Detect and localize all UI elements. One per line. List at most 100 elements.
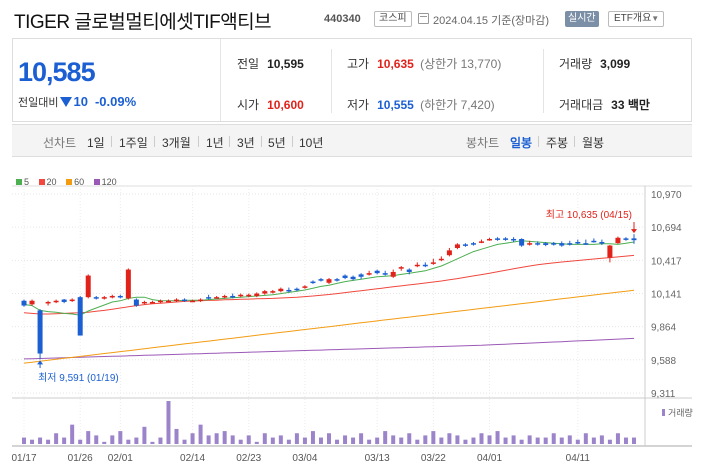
period-1y[interactable]: 1년 <box>206 136 224 150</box>
period-1d[interactable]: 1일 <box>87 136 105 150</box>
period-10y[interactable]: 10년 <box>299 136 324 150</box>
candle-body <box>374 270 380 274</box>
x-tick-label: 04/11 <box>566 453 591 464</box>
volume-bar <box>118 431 123 444</box>
candle-body <box>85 275 91 298</box>
x-tick-label: 03/22 <box>421 453 446 464</box>
x-tick-label: 03/04 <box>292 453 317 464</box>
candle-body <box>591 240 597 243</box>
candle <box>607 244 613 263</box>
volume-bar <box>327 433 331 444</box>
etf-overview-button[interactable]: ETF개요▼ <box>608 11 665 27</box>
candle <box>286 287 292 293</box>
chevron-down-icon: ▼ <box>651 14 660 23</box>
period-monthly[interactable]: 월봉 <box>582 136 605 150</box>
volume-bar <box>343 435 348 444</box>
candle <box>85 274 91 299</box>
candle <box>350 275 356 281</box>
candle-body <box>454 244 460 248</box>
candle-body <box>125 269 131 299</box>
period-weekly[interactable]: 주봉 <box>546 136 569 150</box>
candle-body <box>543 243 549 245</box>
volume-bar <box>471 437 476 444</box>
candle-body <box>133 299 139 306</box>
candle-body <box>165 300 171 303</box>
candle-body <box>37 310 43 354</box>
x-tick-label: 01/17 <box>11 453 36 464</box>
current-price: 10,585 <box>18 57 96 87</box>
realtime-button[interactable]: 실시간 <box>565 11 599 27</box>
volume-bar <box>591 437 596 444</box>
candle <box>190 299 196 303</box>
candle <box>334 277 340 282</box>
candle <box>21 299 27 307</box>
y-tick-label: 10,694 <box>651 223 682 234</box>
volume-bar <box>134 437 139 444</box>
candle <box>495 237 501 241</box>
candle <box>623 237 629 241</box>
candle <box>29 299 35 306</box>
candle-body <box>278 288 284 292</box>
candle-body <box>157 300 163 303</box>
candle <box>302 285 308 289</box>
candle <box>149 300 155 304</box>
candle-body <box>238 294 244 297</box>
candle <box>382 270 388 276</box>
candle-body <box>583 243 589 245</box>
volume-bar <box>503 437 508 444</box>
min-arrow-icon <box>37 360 44 365</box>
candle <box>599 239 605 245</box>
period-5y[interactable]: 5년 <box>268 136 286 150</box>
volume-bar <box>423 435 428 444</box>
period-3y[interactable]: 3년 <box>237 136 255 150</box>
period-daily[interactable]: 일봉 <box>510 136 533 150</box>
volume-bar <box>439 437 444 444</box>
volume-bar <box>511 435 516 444</box>
high-price: 고가 10,635 (상한가 13,770) <box>347 57 502 71</box>
candle <box>198 298 204 302</box>
x-tick-label: 02/14 <box>180 453 205 464</box>
candle <box>262 289 268 295</box>
candle <box>358 273 364 280</box>
candle-body <box>53 300 59 303</box>
y-tick-label: 9,588 <box>651 356 676 367</box>
candle <box>157 299 163 304</box>
candle-body <box>254 293 260 296</box>
candle <box>133 298 139 307</box>
candle <box>519 238 525 247</box>
candle <box>535 241 541 246</box>
volume-bar <box>375 437 380 444</box>
volume-bar <box>407 433 412 444</box>
candle-body <box>519 238 525 246</box>
candle <box>278 287 284 293</box>
volume-bar <box>623 437 628 444</box>
candle-body <box>623 238 629 240</box>
candle-body <box>559 243 565 246</box>
candle <box>470 241 476 246</box>
legend-ma20: 20 <box>38 177 57 187</box>
x-tick-label: 04/01 <box>477 453 502 464</box>
candle-body <box>198 299 204 302</box>
candle <box>174 298 180 302</box>
candle <box>406 268 412 275</box>
candle <box>503 237 509 241</box>
volume-bar <box>367 439 372 444</box>
volume-bar <box>551 433 556 444</box>
candle <box>438 256 444 262</box>
period-1w[interactable]: 1주일 <box>119 136 148 150</box>
candle-body <box>141 301 147 304</box>
max-arrow-icon <box>630 229 637 234</box>
candle <box>511 237 517 242</box>
period-3m[interactable]: 3개월 <box>162 136 191 150</box>
volume-bar <box>495 431 500 444</box>
candle-body <box>366 273 372 275</box>
volume-bar <box>359 433 364 444</box>
volume-bar <box>575 439 580 444</box>
candle-body <box>599 241 605 244</box>
candle <box>446 247 452 257</box>
volume-bar <box>94 435 99 444</box>
legend-ma120: 120 <box>93 177 117 187</box>
candle-body <box>631 238 637 241</box>
candle-body <box>318 279 324 281</box>
